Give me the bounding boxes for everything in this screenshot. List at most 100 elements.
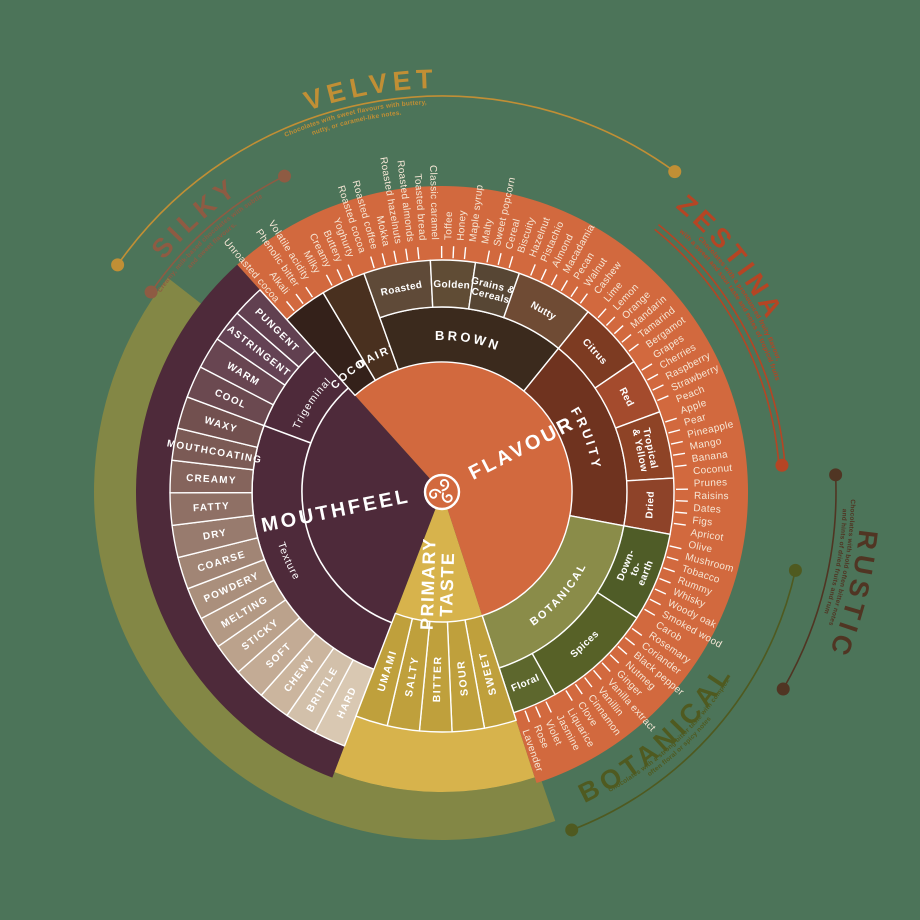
- taste-item-label: SOUR: [455, 659, 471, 696]
- tick: [665, 417, 677, 423]
- outer-arc-line: [782, 474, 837, 690]
- tick: [381, 253, 386, 266]
- flavour-item-label: Figs: [692, 515, 713, 528]
- flavour-item-label: Raisins: [694, 491, 729, 502]
- arc-end-dot: [788, 563, 802, 577]
- taste-item-label: BITTER: [431, 655, 444, 702]
- tick: [657, 395, 669, 402]
- tick: [370, 256, 375, 269]
- tick: [285, 300, 295, 312]
- outer-arc-line: [116, 95, 676, 266]
- texture-item-label: FATTY: [193, 501, 231, 514]
- tick: [592, 669, 602, 680]
- tick: [347, 264, 354, 276]
- tick: [597, 308, 607, 319]
- primary-taste-label: PRIMARYTASTE: [417, 537, 459, 631]
- outer-arc-line: [657, 224, 786, 466]
- tick: [524, 710, 530, 723]
- tick: [659, 577, 671, 584]
- outer-arc-line: [654, 228, 780, 466]
- tick: [534, 706, 542, 718]
- arc-end-dot: [565, 823, 579, 837]
- arc-end-dot: [829, 468, 843, 482]
- tick: [405, 248, 409, 261]
- tick: [416, 247, 420, 260]
- tick: [609, 654, 620, 664]
- tick: [605, 316, 616, 326]
- tick: [530, 264, 536, 276]
- tick: [295, 293, 304, 305]
- tick: [628, 343, 639, 352]
- tick: [560, 280, 569, 292]
- flavour-item-label: Dates: [693, 503, 721, 516]
- arc-end-dot: [277, 169, 291, 183]
- subcategory-label: Dried: [644, 491, 657, 519]
- tick: [654, 588, 667, 595]
- outer-arc-line: [150, 175, 285, 293]
- texture-item-label: DRY: [202, 527, 228, 542]
- arc-end-dot: [775, 458, 789, 472]
- tick: [644, 608, 656, 616]
- tick: [550, 274, 558, 286]
- tick: [649, 598, 661, 606]
- tick: [393, 250, 397, 263]
- tick: [670, 440, 683, 445]
- tick: [336, 269, 343, 281]
- tick: [497, 253, 502, 266]
- tick: [663, 567, 675, 573]
- tick: [601, 662, 611, 672]
- tick: [613, 325, 624, 335]
- outer-arc-line: [571, 570, 797, 831]
- tick: [647, 373, 659, 381]
- tick: [325, 274, 333, 286]
- arc-end-dot: [668, 165, 682, 179]
- tick: [540, 268, 547, 281]
- tick: [617, 645, 628, 655]
- tick: [652, 384, 664, 391]
- flavour-item-label: Prunes: [694, 477, 728, 489]
- arc-end-dot: [111, 258, 125, 272]
- tick: [631, 627, 643, 637]
- flavour-item-label: Honey: [456, 210, 469, 241]
- arc-end-dot: [144, 285, 158, 299]
- flavour-item-label: Malty: [480, 218, 495, 245]
- tick: [674, 464, 687, 468]
- texture-segment: [236, 289, 316, 368]
- tick: [452, 246, 455, 259]
- tick: [579, 293, 589, 304]
- tick: [570, 286, 579, 298]
- subcategory-label: Golden: [433, 279, 470, 292]
- tick: [574, 683, 583, 695]
- flavour-item-label: Coconut: [693, 463, 733, 477]
- tick: [672, 452, 686, 456]
- tick: [545, 701, 552, 713]
- tick: [621, 334, 632, 343]
- triskelion-icon: [429, 479, 453, 503]
- flavour-item-label: Banana: [691, 449, 729, 465]
- flavour-item-label: Classic caramel: [427, 165, 440, 240]
- flavour-item-label: Apricot: [690, 528, 725, 544]
- olive-outer-band: [93, 277, 556, 841]
- taste-segment: [355, 612, 414, 727]
- tick: [641, 363, 653, 371]
- tick: [584, 677, 593, 688]
- center-hub: [423, 473, 461, 511]
- tick: [668, 429, 681, 434]
- texture-item-label: CREAMY: [186, 473, 237, 487]
- tick: [565, 690, 573, 702]
- tick: [624, 637, 636, 646]
- flavour-item-label: Olive: [687, 540, 713, 556]
- ring-arc: [301, 387, 393, 624]
- tick: [463, 247, 467, 260]
- tick: [508, 256, 514, 269]
- tick: [666, 556, 679, 561]
- flavour-item-label: Toffee: [443, 211, 455, 240]
- tick: [486, 250, 491, 263]
- tick: [305, 286, 314, 298]
- flavour-item-label: Toasted bread: [412, 173, 428, 241]
- arc-end-dot: [776, 682, 790, 696]
- tick: [669, 545, 682, 550]
- tick: [675, 511, 688, 514]
